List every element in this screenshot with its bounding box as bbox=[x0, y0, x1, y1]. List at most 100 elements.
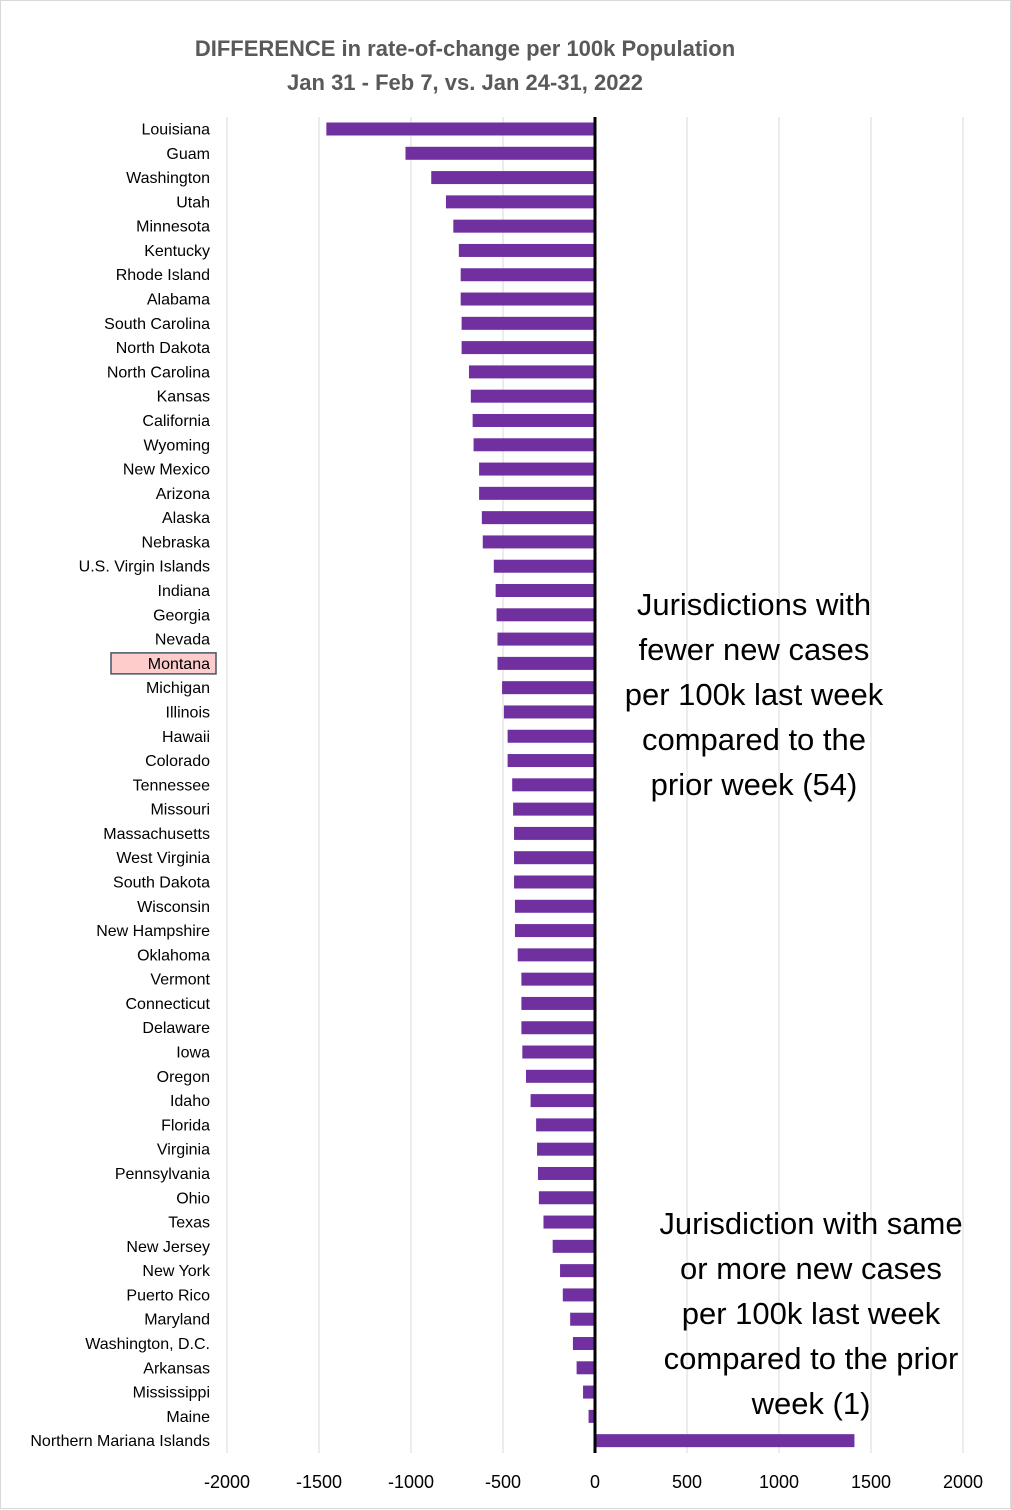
bar-alabama bbox=[460, 292, 595, 306]
category-label-iowa: Iowa bbox=[176, 1045, 210, 1062]
category-label-ohio: Ohio bbox=[176, 1190, 210, 1207]
bar-mississippi bbox=[583, 1385, 595, 1399]
chart-title-line-2: Jan 31 - Feb 7, vs. Jan 24-31, 2022 bbox=[287, 70, 643, 95]
category-label-kentucky: Kentucky bbox=[144, 243, 210, 260]
category-label-maine: Maine bbox=[166, 1409, 210, 1426]
category-label-alaska: Alaska bbox=[162, 510, 210, 527]
x-tick-label: -1500 bbox=[296, 1472, 342, 1492]
category-label-puerto-rico: Puerto Rico bbox=[126, 1287, 210, 1304]
bar-oklahoma bbox=[517, 948, 595, 962]
category-label-rhode-island: Rhode Island bbox=[116, 267, 210, 284]
bar-guam bbox=[405, 146, 595, 160]
annotation-line: fewer new cases bbox=[639, 632, 870, 667]
bar-florida bbox=[536, 1118, 595, 1132]
category-label-georgia: Georgia bbox=[153, 607, 210, 624]
bar-rhode-island bbox=[460, 268, 595, 282]
category-label-utah: Utah bbox=[176, 194, 210, 211]
category-label-new-hampshire: New Hampshire bbox=[96, 923, 210, 940]
category-label-guam: Guam bbox=[166, 146, 210, 163]
bar-illinois bbox=[503, 705, 595, 719]
category-label-new-jersey: New Jersey bbox=[126, 1239, 210, 1256]
bar-new-jersey bbox=[552, 1239, 595, 1253]
bar-minnesota bbox=[453, 219, 595, 233]
gridlines bbox=[226, 117, 964, 1453]
category-label-washington: Washington bbox=[126, 170, 210, 187]
category-label-oklahoma: Oklahoma bbox=[137, 947, 210, 964]
x-tick-label: 500 bbox=[672, 1472, 702, 1492]
category-label-california: California bbox=[142, 413, 210, 430]
category-label-indiana: Indiana bbox=[158, 583, 211, 600]
category-label-wisconsin: Wisconsin bbox=[137, 899, 210, 916]
annotation-line: compared to the bbox=[642, 722, 866, 757]
x-tick-label: 0 bbox=[590, 1472, 600, 1492]
bar-kansas bbox=[470, 389, 595, 403]
annotation-line: per 100k last week bbox=[625, 677, 884, 712]
bar-colorado bbox=[507, 754, 595, 768]
x-tick-label: -2000 bbox=[204, 1472, 250, 1492]
category-label-maryland: Maryland bbox=[144, 1312, 210, 1329]
bar-delaware bbox=[521, 1021, 595, 1035]
bar-oregon bbox=[526, 1069, 595, 1083]
annotation-line: Jurisdiction with same bbox=[659, 1206, 962, 1241]
bar-maine bbox=[588, 1409, 595, 1423]
bar-iowa bbox=[522, 1045, 595, 1059]
bar-washington-d-c bbox=[572, 1337, 595, 1350]
bar-tennessee bbox=[512, 778, 595, 792]
bar-new-york bbox=[560, 1264, 595, 1278]
bar-wyoming bbox=[473, 438, 595, 452]
bar-missouri bbox=[513, 802, 595, 816]
category-label-pennsylvania: Pennsylvania bbox=[115, 1166, 210, 1183]
x-tick-label: 1000 bbox=[759, 1472, 799, 1492]
annotation-line: Jurisdictions with bbox=[637, 587, 871, 622]
category-label-hawaii: Hawaii bbox=[162, 729, 210, 746]
bar-massachusetts bbox=[514, 826, 595, 840]
category-label-mississippi: Mississippi bbox=[133, 1385, 210, 1402]
bar-puerto-rico bbox=[562, 1288, 595, 1302]
bar-pennsylvania bbox=[537, 1166, 595, 1180]
bar-kentucky bbox=[458, 243, 595, 257]
category-label-west-virginia: West Virginia bbox=[116, 850, 210, 867]
bar-ohio bbox=[538, 1191, 595, 1205]
bar-arkansas bbox=[576, 1361, 595, 1375]
bar-west-virginia bbox=[514, 851, 595, 865]
category-label-delaware: Delaware bbox=[142, 1020, 210, 1037]
category-label-texas: Texas bbox=[168, 1215, 210, 1232]
x-tick-label: -500 bbox=[485, 1472, 521, 1492]
category-label-connecticut: Connecticut bbox=[126, 996, 211, 1013]
annotation-fewer-cases: Jurisdictions with fewer new cases per 100… bbox=[625, 587, 884, 802]
category-label-nevada: Nevada bbox=[155, 632, 210, 649]
category-label-florida: Florida bbox=[161, 1117, 210, 1134]
category-label-northern-mariana-islands: Northern Mariana Islands bbox=[30, 1433, 210, 1450]
bar-indiana bbox=[495, 584, 595, 598]
bar-nebraska bbox=[482, 535, 595, 549]
category-label-virginia: Virginia bbox=[157, 1142, 210, 1159]
bar-maryland bbox=[570, 1312, 595, 1326]
category-label-tennessee: Tennessee bbox=[133, 777, 210, 794]
bar-idaho bbox=[530, 1094, 595, 1108]
category-label-nebraska: Nebraska bbox=[142, 534, 211, 551]
bar-virginia bbox=[537, 1142, 595, 1156]
category-label-washington-d-c: Washington, D.C. bbox=[85, 1336, 210, 1353]
bar-wisconsin bbox=[514, 899, 595, 913]
bar-north-carolina bbox=[468, 365, 595, 379]
category-label-north-carolina: North Carolina bbox=[107, 364, 210, 381]
category-label-north-dakota: North Dakota bbox=[116, 340, 210, 357]
bar-north-dakota bbox=[461, 341, 595, 355]
bar-texas bbox=[543, 1215, 595, 1229]
bar-arizona bbox=[479, 486, 595, 500]
bar-u-s-virgin-islands bbox=[493, 559, 595, 573]
bar-vermont bbox=[521, 972, 595, 986]
annotation-line: or more new cases bbox=[680, 1251, 942, 1286]
bar-california bbox=[472, 413, 595, 427]
x-tick-label: -1000 bbox=[388, 1472, 434, 1492]
bar-louisiana bbox=[326, 122, 595, 136]
bar-connecticut bbox=[521, 996, 595, 1010]
annotation-line: week (1) bbox=[751, 1386, 871, 1421]
bar-montana bbox=[497, 656, 595, 670]
annotation-line: compared to the prior bbox=[664, 1341, 959, 1376]
category-label-massachusetts: Massachusetts bbox=[103, 826, 210, 843]
category-label-colorado: Colorado bbox=[145, 753, 210, 770]
category-label-arizona: Arizona bbox=[156, 486, 210, 503]
